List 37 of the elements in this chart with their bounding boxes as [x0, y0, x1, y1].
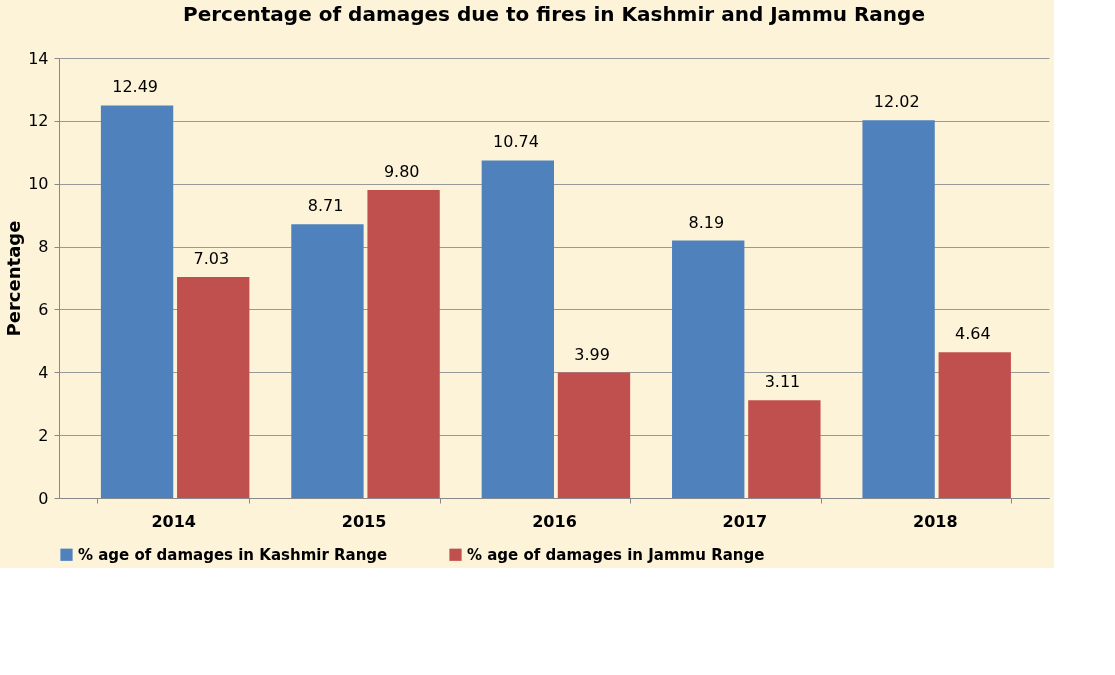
bar — [672, 240, 745, 498]
bar — [862, 120, 935, 498]
bar — [748, 400, 821, 498]
chart-title: Percentage of damages due to fires in Kashmir and Jammu Range — [183, 2, 925, 26]
bar — [557, 372, 631, 498]
bar — [481, 160, 554, 498]
bar — [291, 224, 364, 498]
data-label: 12.49 — [112, 77, 159, 97]
y-tick-label: 4 — [38, 362, 49, 382]
data-label: 8.71 — [307, 196, 344, 216]
data-label: 8.19 — [688, 212, 725, 232]
y-tick-label: 6 — [38, 299, 49, 319]
y-tick-label: 2 — [38, 425, 49, 445]
legend-label: % age of damages in Jammu Range — [467, 545, 765, 564]
x-tick-label: 2017 — [722, 511, 768, 531]
x-tick-label: 2016 — [532, 511, 577, 531]
x-tick-label: 2014 — [151, 511, 196, 531]
y-axis-title: Percentage — [3, 220, 25, 337]
data-label: 4.64 — [955, 324, 991, 344]
bar — [938, 352, 1011, 498]
x-tick-label: 2015 — [341, 511, 387, 531]
y-tick-label: 8 — [38, 237, 49, 257]
bar — [367, 190, 440, 498]
data-label: 7.03 — [193, 249, 230, 269]
data-label: 3.11 — [764, 372, 801, 392]
data-label: 12.02 — [873, 92, 920, 112]
bar — [100, 105, 174, 498]
y-tick-label: 14 — [28, 48, 49, 68]
data-label: 3.99 — [574, 344, 610, 364]
y-tick-label: 0 — [38, 488, 49, 508]
x-tick-label: 2018 — [913, 511, 958, 531]
y-tick-label: 10 — [28, 174, 49, 194]
bar — [177, 277, 250, 498]
y-tick-label: 12 — [28, 111, 49, 131]
data-label: 9.80 — [383, 162, 420, 181]
legend-label: % age of damages in Kashmir Range — [78, 545, 388, 564]
data-label: 10.74 — [493, 132, 539, 152]
